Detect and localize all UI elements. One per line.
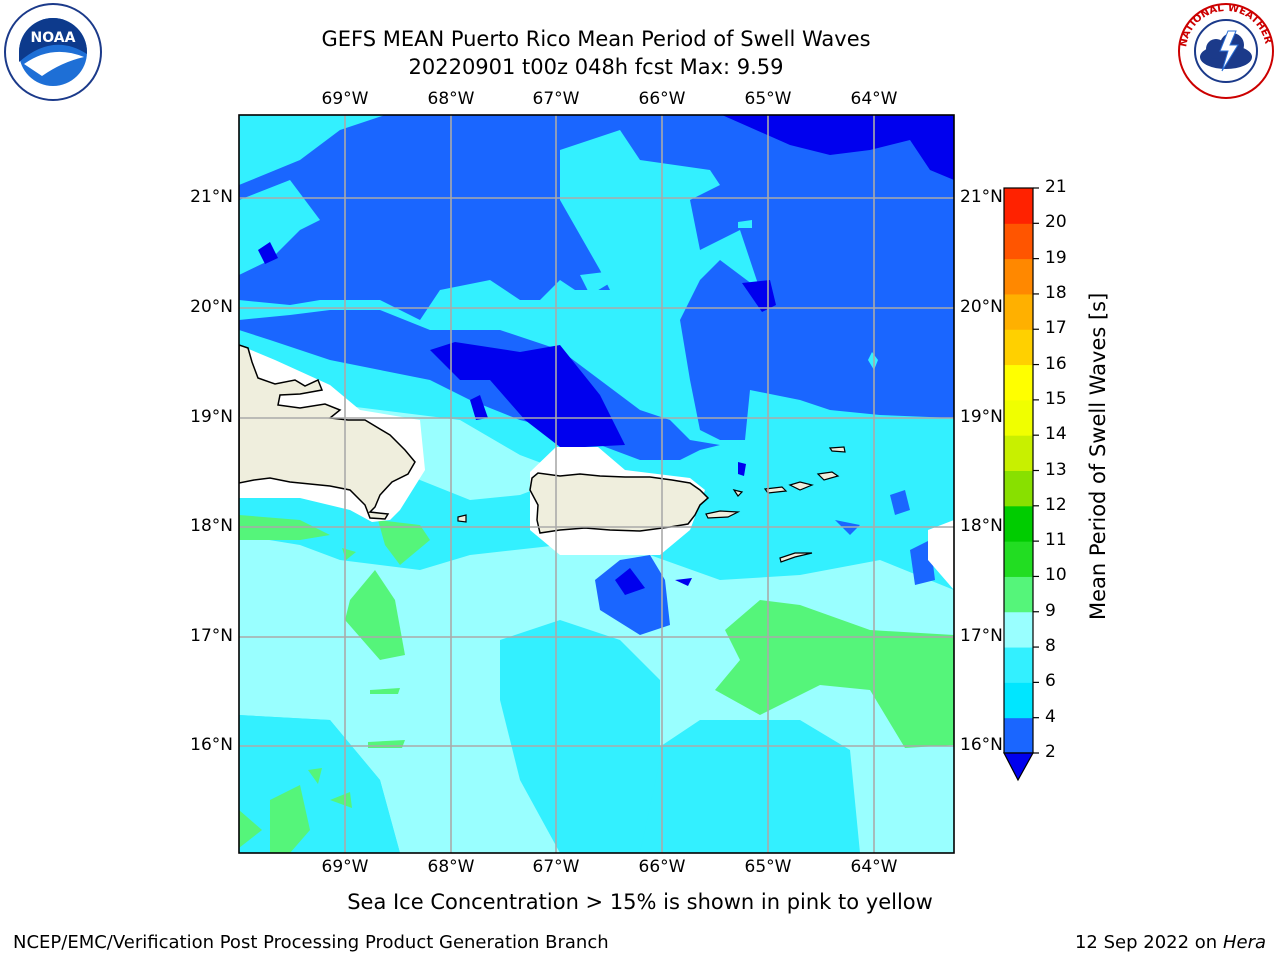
lon-label-bottom: 68°W	[427, 857, 475, 877]
lon-label-bottom: 66°W	[638, 857, 686, 877]
colorbar	[1004, 187, 1039, 754]
colorbar-segment	[1004, 435, 1033, 471]
colorbar-tick-label: 16	[1045, 353, 1067, 374]
colorbar-tick-label: 8	[1045, 636, 1056, 657]
colorbar-tick-label: 10	[1045, 565, 1067, 586]
colorbar-tick-label: 17	[1045, 318, 1067, 339]
producer-credit: NCEP/EMC/Verification Post Processing Pr…	[13, 932, 609, 953]
generation-date-text: 12 Sep 2022 on	[1074, 932, 1218, 953]
machine-name: Hera	[1222, 932, 1266, 953]
colorbar-segment	[1004, 329, 1033, 366]
map-subtitle: 20220901 t00z 048h fcst Max: 9.59	[408, 55, 784, 79]
colorbar-tick-label: 15	[1045, 388, 1067, 409]
colorbar-tick-label: 20	[1045, 212, 1067, 233]
colorbar-tick-label: 2	[1045, 742, 1056, 762]
colorbar-segment	[1004, 611, 1033, 648]
lat-label-right: 18°N	[960, 516, 1003, 536]
nws-logo: NATIONAL WEATHER SERVICE	[1176, 1, 1274, 99]
colorbar-under-arrow	[1003, 752, 1035, 782]
lon-label-bottom: 69°W	[321, 857, 369, 877]
map-title: GEFS MEAN Puerto Rico Mean Period of Swe…	[321, 27, 871, 51]
colorbar-segment	[1004, 576, 1033, 613]
sea-ice-footnote: Sea Ice Concentration > 15% is shown in …	[347, 890, 933, 914]
colorbar-segment	[1004, 717, 1033, 754]
colorbar-tick-label: 9	[1045, 600, 1056, 621]
colorbar-segment	[1004, 470, 1033, 507]
colorbar-tick-label: 11	[1045, 530, 1067, 551]
colorbar-segment	[1004, 188, 1033, 224]
colorbar-segment	[1004, 541, 1033, 577]
colorbar-tick-label: 12	[1045, 494, 1067, 515]
lat-label-left: 21°N	[190, 187, 233, 207]
colorbar-segment	[1004, 682, 1033, 719]
colorbar-segment	[1004, 258, 1033, 295]
lon-label-top: 67°W	[532, 89, 580, 109]
lat-label-right: 19°N	[960, 407, 1003, 427]
lon-label-top: 68°W	[427, 89, 475, 109]
lat-label-right: 20°N	[960, 297, 1003, 317]
lat-label-right: 21°N	[960, 187, 1003, 207]
colorbar-tick-label: 19	[1045, 247, 1067, 268]
colorbar-tick-label: 13	[1045, 459, 1067, 480]
lat-label-left: 18°N	[190, 516, 233, 536]
lon-label-bottom: 67°W	[532, 857, 580, 877]
hispaniola-coast	[239, 344, 416, 520]
lat-label-left: 19°N	[190, 407, 233, 427]
map-plot-area	[239, 115, 954, 853]
noaa-logo: NOAA	[4, 3, 102, 101]
colorbar-segment	[1004, 293, 1033, 330]
svg-text:NOAA: NOAA	[31, 30, 76, 46]
lon-label-bottom: 65°W	[744, 857, 792, 877]
lon-label-top: 65°W	[744, 89, 792, 109]
lat-label-left: 16°N	[190, 735, 233, 755]
colorbar-segment	[1004, 647, 1033, 683]
lon-label-bottom: 64°W	[850, 857, 898, 877]
lat-label-right: 17°N	[960, 626, 1003, 646]
lat-label-left: 17°N	[190, 626, 233, 646]
colorbar-tick-label: 14	[1045, 424, 1067, 445]
swell-contour-under-2	[430, 342, 625, 447]
map-frame	[238, 114, 955, 854]
lon-label-top: 66°W	[638, 89, 686, 109]
colorbar-segment	[1004, 505, 1033, 542]
generation-date: 12 Sep 2022 on Hera	[1075, 932, 1266, 953]
colorbar-title: Mean Period of Swell Waves [s]	[1086, 292, 1110, 620]
lon-label-top: 64°W	[850, 89, 898, 109]
lat-label-right: 16°N	[960, 735, 1003, 755]
colorbar-tick-label: 18	[1045, 282, 1067, 303]
colorbar-tick-label: 4	[1045, 706, 1056, 727]
colorbar-tick-label: 21	[1045, 177, 1067, 197]
lat-label-left: 20°N	[190, 297, 233, 317]
colorbar-segment	[1004, 399, 1033, 436]
colorbar-tick-label: 6	[1045, 671, 1056, 692]
colorbar-segment	[1004, 223, 1033, 260]
graticule	[239, 115, 954, 853]
lon-label-top: 69°W	[321, 89, 369, 109]
colorbar-segment	[1004, 364, 1033, 401]
